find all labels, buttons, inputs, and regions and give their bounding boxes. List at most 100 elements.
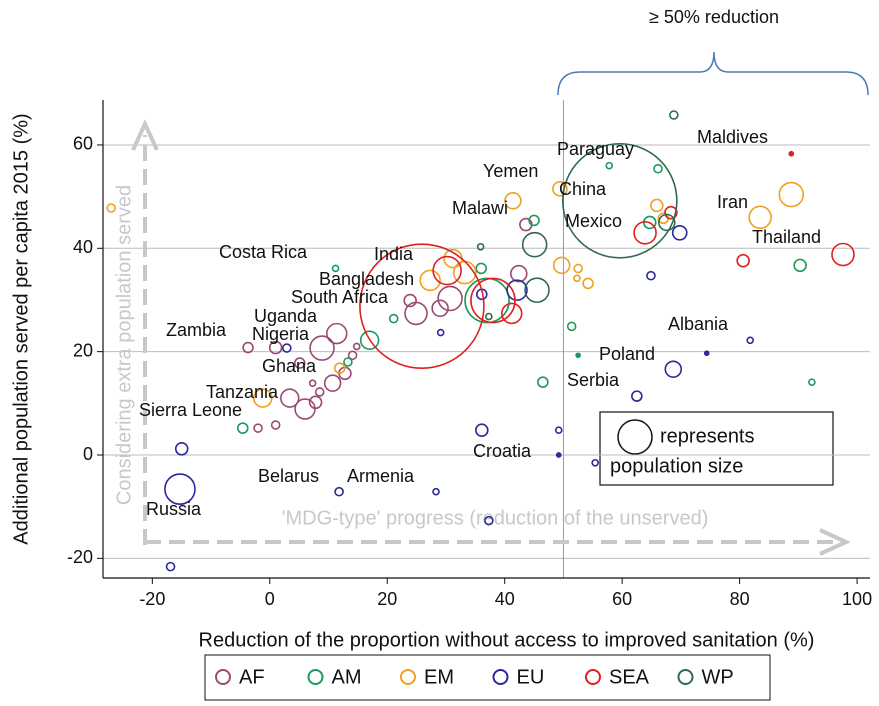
bubble (521, 231, 548, 258)
size-legend-circle (617, 419, 653, 455)
bubble (778, 181, 805, 208)
y-tick-label: 60 (73, 134, 93, 154)
y-tick-label: 0 (83, 444, 93, 464)
bubble (174, 442, 189, 456)
bubble (268, 340, 283, 355)
country-label: Tanzania (206, 382, 279, 402)
size-legend-box (599, 411, 834, 486)
bubble (280, 388, 300, 408)
bubble (788, 150, 795, 157)
bubble (293, 357, 306, 369)
country-label: Russia (146, 499, 202, 519)
country-label: China (559, 179, 607, 199)
bubble (500, 302, 523, 325)
x-tick-label: 80 (730, 589, 750, 609)
country-label: Uganda (254, 306, 318, 326)
bubble (475, 423, 489, 437)
country-label: Croatia (473, 441, 532, 461)
size-legend-text: population size (610, 455, 743, 477)
y-axis-title: Additional population served per capita … (10, 113, 32, 544)
bubble (484, 515, 494, 526)
x-tick-label: 40 (495, 589, 515, 609)
bubble (325, 322, 348, 345)
bubble (323, 374, 342, 392)
country-label: Sierra Leone (139, 400, 242, 420)
bubble (703, 350, 710, 357)
bubble (506, 279, 528, 301)
legend-label: SEA (609, 666, 650, 688)
bubble (359, 243, 485, 369)
bubble (270, 420, 281, 430)
bubble (633, 220, 657, 245)
bubble (831, 242, 855, 267)
bubble (653, 163, 663, 174)
country-label: Thailand (752, 227, 821, 247)
bubble (308, 379, 317, 387)
bubble (333, 362, 346, 374)
bubble (432, 487, 440, 496)
bubble (552, 181, 568, 197)
bubble (334, 486, 344, 497)
legend-marker (492, 669, 509, 685)
country-label: India (374, 244, 414, 264)
bubble (343, 357, 353, 367)
bubble (582, 277, 594, 290)
bubble (664, 360, 683, 378)
bubble (646, 270, 656, 281)
bubble (748, 205, 772, 230)
x-axis-title: Reduction of the proportion without acce… (199, 629, 815, 651)
bubble (605, 161, 614, 170)
bubble (573, 263, 583, 274)
bubble (504, 192, 522, 210)
bubble (591, 458, 599, 467)
legend-marker (585, 669, 601, 685)
arrow-label: 'MDG-type' progress (reduction of the un… (282, 507, 709, 529)
bubble (631, 390, 643, 402)
country-label: Albania (668, 314, 729, 334)
bubble (485, 312, 493, 321)
y-tick-label: 40 (73, 237, 93, 257)
legend-label: AM (332, 666, 362, 688)
bubble (282, 343, 292, 353)
bubble (524, 277, 550, 303)
bubble (308, 395, 323, 410)
x-tick-label: 20 (377, 589, 397, 609)
legend-label: WP (702, 666, 734, 688)
legend-label: EM (424, 666, 454, 688)
bubble (554, 426, 563, 435)
bubble (650, 198, 664, 213)
legend-marker (400, 669, 416, 685)
country-label: Iran (717, 192, 748, 212)
bubble (432, 255, 462, 286)
reference-label: ≥ 50% reduction (649, 7, 779, 27)
bubble (437, 285, 463, 312)
bubble (561, 142, 678, 259)
legend-marker (307, 669, 324, 685)
arrow-head (131, 119, 159, 151)
bubble (746, 336, 755, 345)
bubble (388, 313, 399, 324)
arrow-label: Considering extra population served (113, 185, 135, 505)
x-tick-label: 100 (842, 589, 872, 609)
bubble (664, 205, 678, 220)
bubble (575, 352, 581, 359)
bubble (253, 388, 273, 408)
bubble (555, 452, 562, 458)
bubble (352, 342, 361, 351)
bubble (331, 264, 340, 273)
bubble (669, 110, 679, 120)
bubble (404, 301, 428, 326)
bubble (236, 422, 249, 434)
bubble (242, 341, 254, 354)
y-tick-label: -20 (67, 547, 93, 567)
legend-label: EU (517, 666, 545, 688)
bubble (164, 473, 196, 505)
x-tick-label: 0 (265, 589, 275, 609)
country-label: Armenia (347, 466, 415, 486)
bubble (808, 378, 816, 386)
arrow-head (819, 528, 851, 556)
brace (557, 51, 869, 96)
bubble (419, 269, 441, 292)
country-label: Maldives (697, 127, 768, 147)
